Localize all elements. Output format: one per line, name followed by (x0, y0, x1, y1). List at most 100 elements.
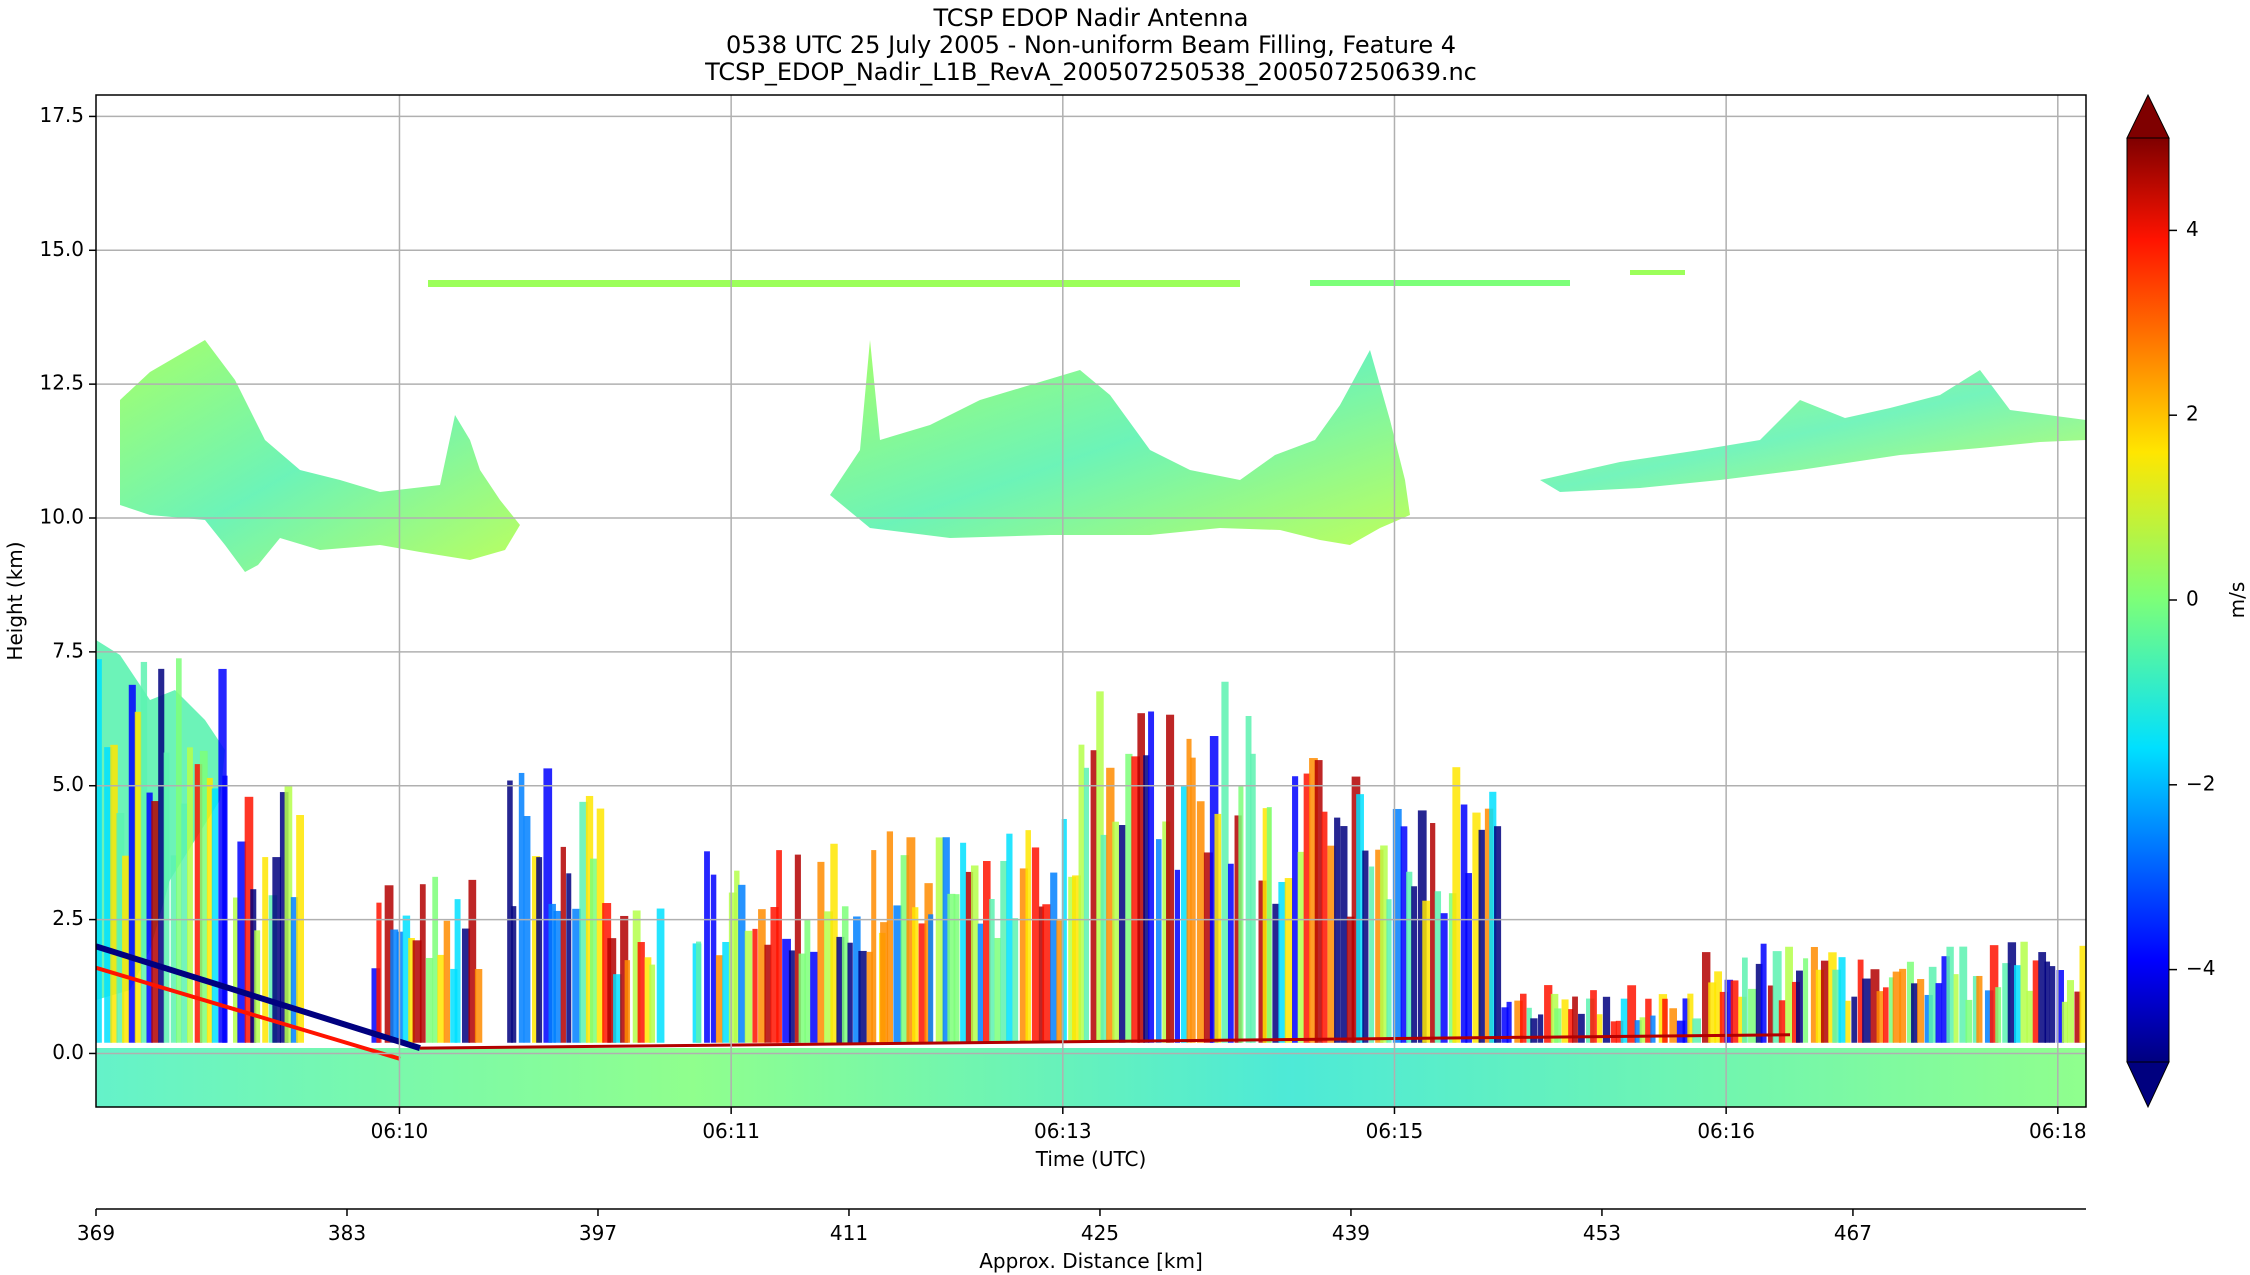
velocity-streak (965, 871, 974, 1043)
velocity-streak (151, 801, 159, 1043)
secondary-tick-label: 439 (1332, 1221, 1370, 1245)
velocity-streak (1906, 961, 1914, 1043)
x-tick-label: 06:18 (2029, 1119, 2087, 1143)
velocity-streak (1669, 1008, 1677, 1043)
velocity-streak (970, 865, 979, 1043)
grid (89, 95, 2086, 1114)
velocity-streak (1186, 738, 1192, 1043)
velocity-streak (1899, 968, 1907, 1043)
velocity-streak (284, 785, 293, 1043)
velocity-streak (989, 898, 995, 1043)
velocity-streak (518, 772, 525, 1043)
velocity-streak (953, 894, 960, 1043)
velocity-streak (140, 661, 148, 1043)
velocity-streak (1870, 969, 1880, 1043)
velocity-streak (1639, 1017, 1646, 1043)
velocity-streak (474, 969, 483, 1043)
velocity-streak (1148, 711, 1155, 1043)
velocity-streak (1143, 755, 1150, 1043)
velocity-streak (770, 907, 779, 1043)
secondary-tick-label: 369 (77, 1221, 115, 1245)
x-tick-label: 06:10 (371, 1119, 429, 1143)
velocity-streak (1489, 791, 1497, 1043)
y-tick-label: 0.0 (52, 1040, 84, 1064)
velocity-streak (1590, 990, 1597, 1043)
velocity-streak (254, 930, 261, 1043)
velocity-streak (1676, 1020, 1686, 1043)
high-thin-layer-segment (1630, 270, 1685, 275)
velocity-streak (942, 837, 950, 1043)
velocity-streak (824, 911, 833, 1043)
velocity-streak (2032, 960, 2039, 1043)
velocity-streak (744, 930, 753, 1043)
velocity-streak (649, 964, 656, 1043)
velocity-streak (1297, 851, 1305, 1043)
velocity-streak (1203, 852, 1213, 1043)
velocity-streak (1245, 715, 1252, 1043)
velocity-streak (1334, 817, 1341, 1043)
velocity-streak (450, 968, 458, 1043)
velocity-streak (1314, 760, 1323, 1043)
velocity-streak (2061, 1001, 2068, 1043)
velocity-streak (376, 902, 382, 1043)
velocity-streak (1724, 979, 1734, 1043)
x-tick-label: 06:11 (702, 1119, 760, 1143)
velocity-streak (110, 744, 118, 1043)
y-tick-label: 15.0 (39, 237, 84, 261)
velocity-streak (222, 775, 228, 1043)
velocity-streak (1061, 818, 1067, 1043)
velocity-streak (1972, 976, 1979, 1043)
convective-cells (96, 658, 2086, 1061)
velocity-streak (1422, 900, 1430, 1043)
velocity-streak (425, 957, 434, 1043)
velocity-streak (776, 850, 782, 1043)
velocity-streak (507, 780, 513, 1043)
velocity-streak (794, 854, 801, 1043)
velocity-streak (1214, 813, 1222, 1043)
velocity-streak (1166, 714, 1175, 1043)
velocity-streak (1346, 916, 1355, 1043)
velocity-streak (2026, 990, 2033, 1043)
velocity-streak (1190, 757, 1196, 1043)
velocity-streak (412, 940, 422, 1043)
velocity-streak (1131, 756, 1141, 1043)
colorbar-tick-label: 4 (2186, 217, 2199, 241)
velocity-streak (96, 659, 102, 1043)
velocity-streak (2066, 980, 2075, 1043)
velocity-streak (1578, 1013, 1585, 1043)
velocity-streak (1096, 691, 1104, 1043)
velocity-streak (232, 897, 239, 1043)
velocity-streak (1862, 978, 1871, 1043)
colorbar-label: m/s (2225, 582, 2249, 619)
velocity-streak (1845, 1000, 1851, 1043)
velocity-streak (175, 658, 182, 1043)
velocity-streak (116, 813, 125, 1043)
velocity-streak (186, 747, 193, 1043)
y-tick-label: 10.0 (39, 505, 84, 529)
velocity-streak (1597, 1014, 1603, 1043)
colorbar-extend-max (2126, 93, 2170, 139)
velocity-streak (296, 815, 305, 1043)
radar-velocity-field (96, 270, 2086, 1107)
velocity-streak (566, 873, 572, 1043)
velocity-streak (2044, 961, 2051, 1043)
chart-title-line-3: TCSP_EDOP_Nadir_L1B_RevA_200507250538_20… (704, 58, 1477, 86)
velocity-streak (437, 954, 445, 1043)
y-tick-label: 17.5 (39, 103, 84, 127)
velocity-streak (1785, 946, 1793, 1043)
velocity-streak (977, 923, 984, 1043)
velocity-streak (1755, 963, 1763, 1043)
velocity-streak (960, 842, 967, 1043)
velocity-streak (1572, 996, 1578, 1043)
velocity-streak (1634, 1020, 1642, 1043)
velocity-streak (199, 750, 208, 1043)
velocity-streak (798, 953, 806, 1043)
velocity-streak (906, 837, 916, 1043)
velocity-streak (371, 968, 381, 1043)
velocity-streak (1118, 825, 1126, 1043)
velocity-streak (1006, 833, 1013, 1043)
secondary-tick-label: 425 (1081, 1221, 1119, 1245)
velocity-streak (1484, 808, 1494, 1043)
velocity-streak (738, 884, 746, 1043)
